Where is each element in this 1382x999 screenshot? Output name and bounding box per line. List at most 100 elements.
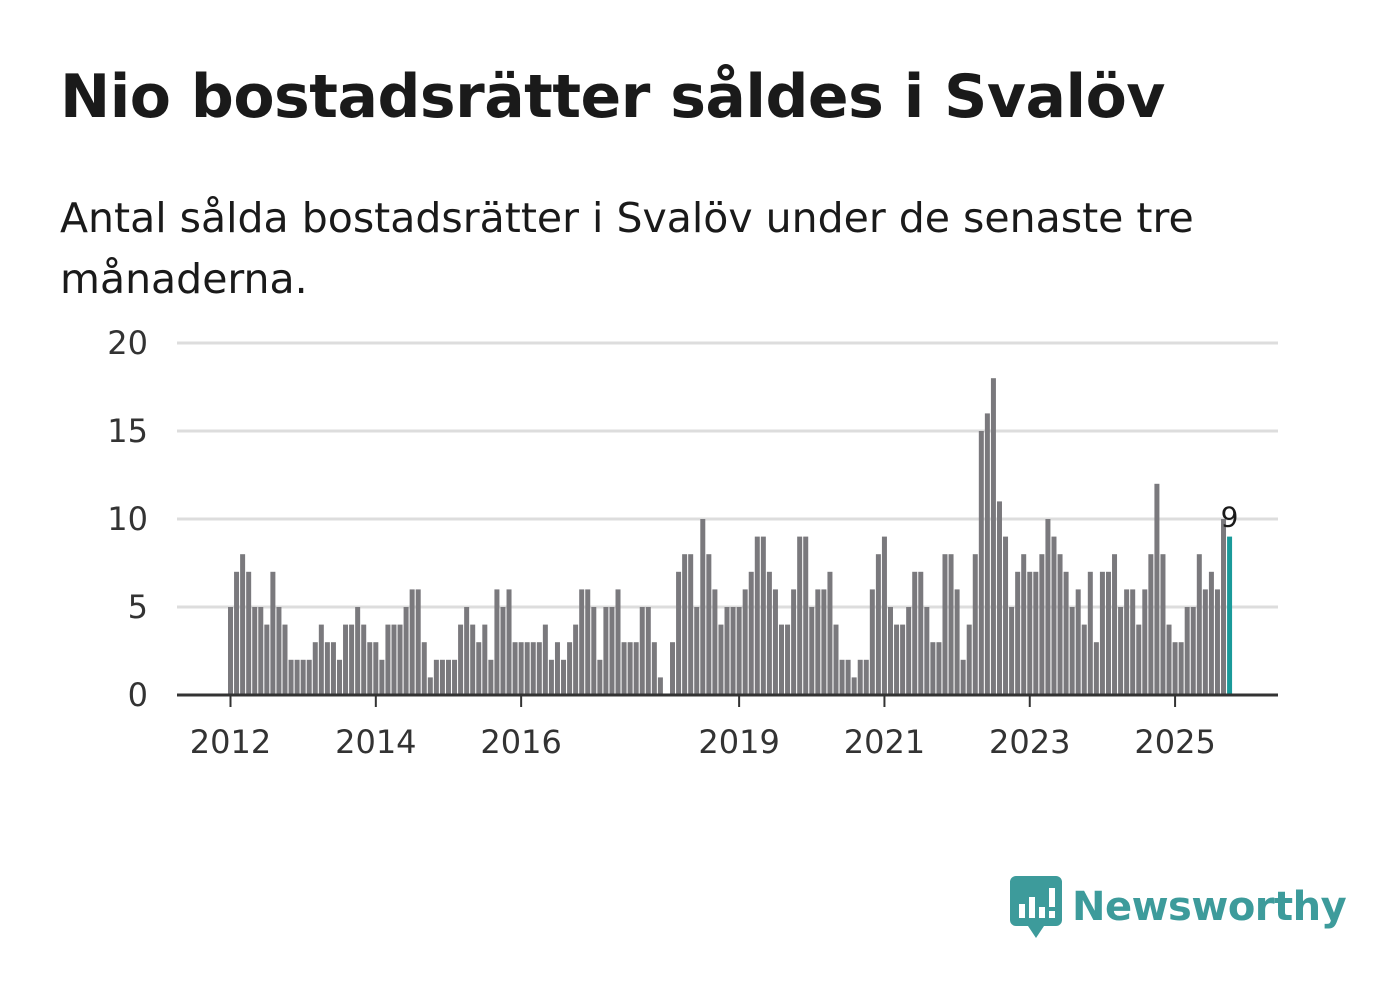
bar xyxy=(718,624,724,695)
x-tick-label: 2023 xyxy=(989,723,1070,761)
bar xyxy=(887,607,893,695)
bar xyxy=(294,659,300,695)
bar xyxy=(1130,589,1136,695)
bar xyxy=(1033,571,1039,695)
bar xyxy=(839,659,845,695)
bar xyxy=(1112,554,1118,695)
bar xyxy=(936,642,942,695)
highlight-value-label: 9 xyxy=(1221,501,1239,534)
bar xyxy=(809,607,815,695)
bar xyxy=(379,659,385,695)
bar xyxy=(415,589,421,695)
bar xyxy=(603,607,609,695)
bar xyxy=(1190,607,1196,695)
bar xyxy=(857,659,863,695)
bar xyxy=(1154,483,1160,695)
bar xyxy=(367,642,373,695)
bar xyxy=(996,501,1002,695)
bar xyxy=(924,607,930,695)
bar xyxy=(470,624,476,695)
bar xyxy=(833,624,839,695)
bar xyxy=(409,589,415,695)
bar xyxy=(361,624,367,695)
bar xyxy=(585,589,591,695)
bar xyxy=(682,554,688,695)
bar xyxy=(234,571,240,695)
bar xyxy=(912,571,918,695)
bar xyxy=(960,659,966,695)
x-tick-label: 2016 xyxy=(480,723,561,761)
bar xyxy=(433,659,439,695)
bar xyxy=(821,589,827,695)
bar xyxy=(542,624,548,695)
bar xyxy=(464,607,470,695)
bar xyxy=(1160,554,1166,695)
bar xyxy=(488,659,494,695)
bar xyxy=(1214,589,1220,695)
bar xyxy=(228,607,233,695)
bar xyxy=(554,642,560,695)
bar xyxy=(512,642,518,695)
bar xyxy=(881,536,887,695)
bar xyxy=(591,607,597,695)
bar-chart: 0 5 10 15 20 9 2012 2014 2016 2019 2021 2023 2025 xyxy=(107,324,1278,761)
page-title: Nio bostadsrätter såldes i Svalöv xyxy=(60,62,1165,132)
bar xyxy=(639,607,645,695)
bar xyxy=(966,624,972,695)
bar xyxy=(972,554,978,695)
bar xyxy=(954,589,960,695)
bar xyxy=(712,589,718,695)
bar xyxy=(597,659,603,695)
bar xyxy=(270,571,276,695)
bar xyxy=(948,554,954,695)
bar xyxy=(894,624,900,695)
bar xyxy=(276,607,282,695)
x-tick-label: 2012 xyxy=(190,723,271,761)
bar xyxy=(676,571,682,695)
bar xyxy=(845,659,851,695)
bar xyxy=(1051,536,1057,695)
bar xyxy=(343,624,349,695)
bar xyxy=(240,554,246,695)
bar xyxy=(1105,571,1111,695)
bar xyxy=(694,607,700,695)
bar xyxy=(1027,571,1033,695)
bar xyxy=(318,624,324,695)
bar xyxy=(1166,624,1172,695)
bar xyxy=(258,607,264,695)
bar xyxy=(306,659,312,695)
bar xyxy=(1069,607,1075,695)
bar xyxy=(906,607,912,695)
bar xyxy=(1009,607,1015,695)
y-tick-label: 20 xyxy=(107,324,148,362)
bar xyxy=(579,589,585,695)
bar xyxy=(336,659,342,695)
bar xyxy=(300,659,306,695)
bar xyxy=(930,642,936,695)
bar xyxy=(748,571,754,695)
bar xyxy=(772,589,778,695)
bar xyxy=(1045,519,1051,695)
x-tick-label: 2019 xyxy=(698,723,779,761)
bar xyxy=(1196,554,1202,695)
bar xyxy=(609,607,615,695)
bar xyxy=(349,624,355,695)
bar xyxy=(760,536,766,695)
bar xyxy=(1039,554,1045,695)
bar xyxy=(875,554,881,695)
bar xyxy=(1093,642,1099,695)
bar xyxy=(500,607,506,695)
newsworthy-logo-icon xyxy=(1010,876,1062,938)
bar xyxy=(536,642,542,695)
bar xyxy=(978,431,984,695)
bar xyxy=(1202,589,1208,695)
bar xyxy=(573,624,579,695)
bar xyxy=(355,607,361,695)
bar xyxy=(1081,624,1087,695)
bar xyxy=(766,571,772,695)
y-tick-label: 15 xyxy=(107,412,148,450)
bar xyxy=(779,624,785,695)
bar xyxy=(984,413,990,695)
bar xyxy=(494,589,500,695)
x-tick-label: 2014 xyxy=(335,723,416,761)
